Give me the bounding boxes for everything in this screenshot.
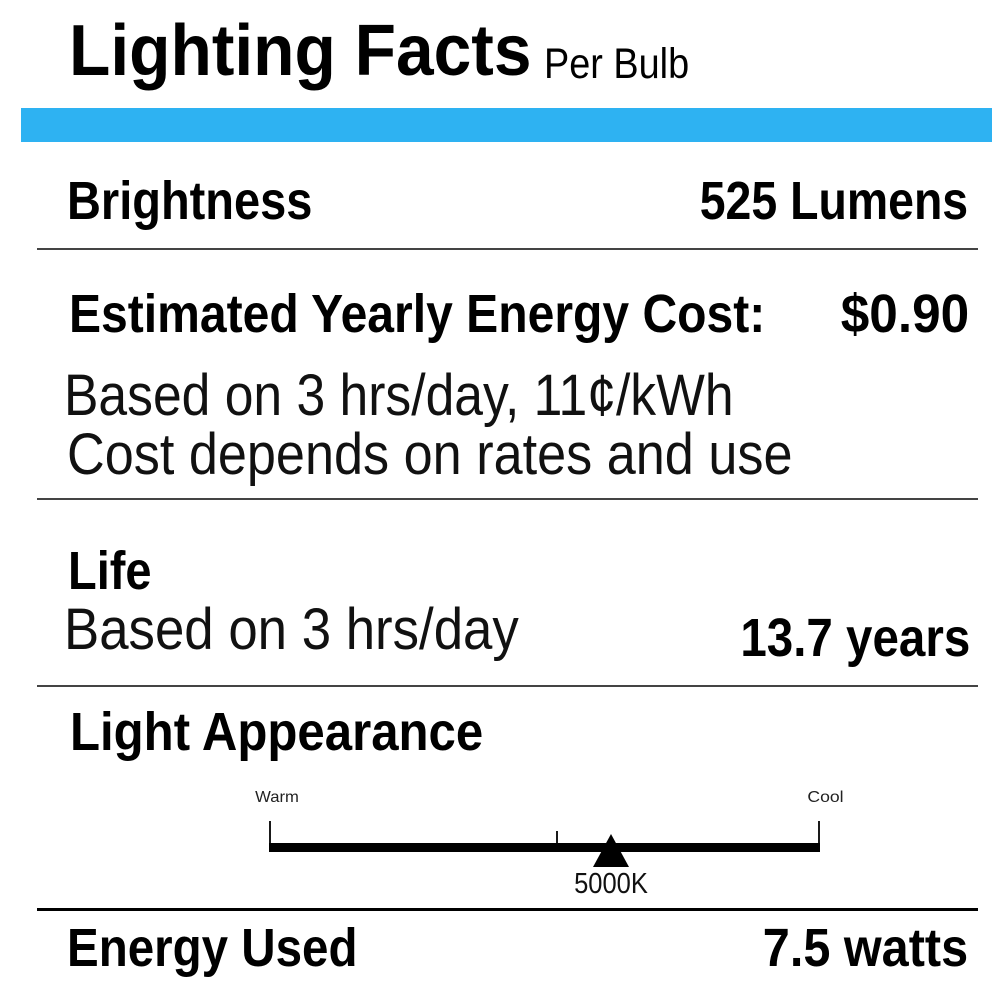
scale-left-tick	[269, 821, 271, 843]
divider	[37, 908, 978, 911]
divider	[37, 685, 978, 687]
energy-cost-note-2: Cost depends on rates and use	[67, 422, 793, 487]
life-label: Life	[68, 541, 152, 601]
energy-cost-note-1: Based on 3 hrs/day, 11¢/kWh	[64, 363, 734, 428]
energy-used-value: 7.5 watts	[762, 918, 968, 978]
life-value: 13.7 years	[740, 608, 970, 668]
life-note: Based on 3 hrs/day	[64, 597, 519, 662]
divider	[37, 248, 978, 250]
page-subtitle: Per Bulb	[544, 40, 690, 88]
brightness-label: Brightness	[67, 171, 313, 231]
energy-cost-value: $0.90	[840, 284, 969, 344]
brightness-value: 525 Lumens	[699, 171, 968, 231]
scale-warm-label: Warm	[255, 789, 299, 806]
energy-used-label: Energy Used	[67, 918, 358, 978]
scale-right-tick	[818, 821, 820, 843]
divider	[37, 498, 978, 500]
accent-bar	[21, 108, 992, 142]
page-title: Lighting Facts	[69, 11, 532, 91]
light-appearance-label: Light Appearance	[70, 702, 484, 762]
energy-cost-label: Estimated Yearly Energy Cost:	[69, 284, 766, 344]
scale-cool-label: Cool	[807, 789, 844, 806]
scale-marker-value: 5000K	[574, 868, 648, 900]
scale-bar	[269, 843, 820, 852]
scale-mid-tick	[556, 831, 558, 843]
scale-marker-triangle	[592, 834, 629, 867]
